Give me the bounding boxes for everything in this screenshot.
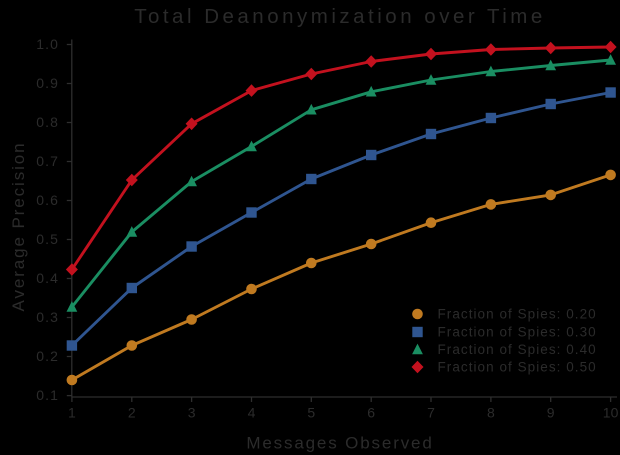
svg-text:0.1: 0.1 <box>36 387 59 403</box>
svg-text:6: 6 <box>367 405 375 421</box>
svg-text:0.5: 0.5 <box>36 231 59 247</box>
svg-text:0.7: 0.7 <box>36 153 59 169</box>
svg-text:5: 5 <box>307 405 315 421</box>
svg-text:0.6: 0.6 <box>36 192 59 208</box>
svg-text:Average Precision: Average Precision <box>9 142 28 312</box>
svg-text:1.0: 1.0 <box>36 36 59 52</box>
svg-text:9: 9 <box>547 405 555 421</box>
svg-text:Fraction of Spies: 0.30: Fraction of Spies: 0.30 <box>438 325 597 340</box>
svg-text:0.4: 0.4 <box>36 270 59 286</box>
svg-text:0.9: 0.9 <box>36 75 59 91</box>
svg-text:Messages Observed: Messages Observed <box>246 434 433 453</box>
svg-text:0.3: 0.3 <box>36 309 59 325</box>
svg-text:0.2: 0.2 <box>36 348 59 364</box>
svg-text:Fraction of Spies: 0.20: Fraction of Spies: 0.20 <box>438 307 597 322</box>
svg-text:8: 8 <box>487 405 495 421</box>
svg-text:1: 1 <box>68 405 76 421</box>
svg-text:Fraction of Spies: 0.50: Fraction of Spies: 0.50 <box>438 360 597 375</box>
svg-text:Total Deanonymization over Tim: Total Deanonymization over Time <box>134 5 546 28</box>
svg-text:7: 7 <box>427 405 435 421</box>
svg-text:2: 2 <box>128 405 136 421</box>
svg-text:4: 4 <box>248 405 256 421</box>
svg-text:Fraction of Spies: 0.40: Fraction of Spies: 0.40 <box>438 342 597 357</box>
svg-text:3: 3 <box>188 405 196 421</box>
svg-text:0.8: 0.8 <box>36 114 59 130</box>
svg-text:10: 10 <box>603 405 619 421</box>
